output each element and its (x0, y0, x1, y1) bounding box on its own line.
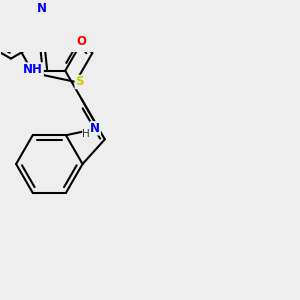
Text: S: S (75, 75, 84, 88)
Text: N: N (90, 122, 100, 135)
Text: NH: NH (23, 63, 43, 76)
Text: H: H (82, 129, 90, 139)
Text: N: N (37, 2, 47, 15)
Text: O: O (77, 35, 87, 49)
